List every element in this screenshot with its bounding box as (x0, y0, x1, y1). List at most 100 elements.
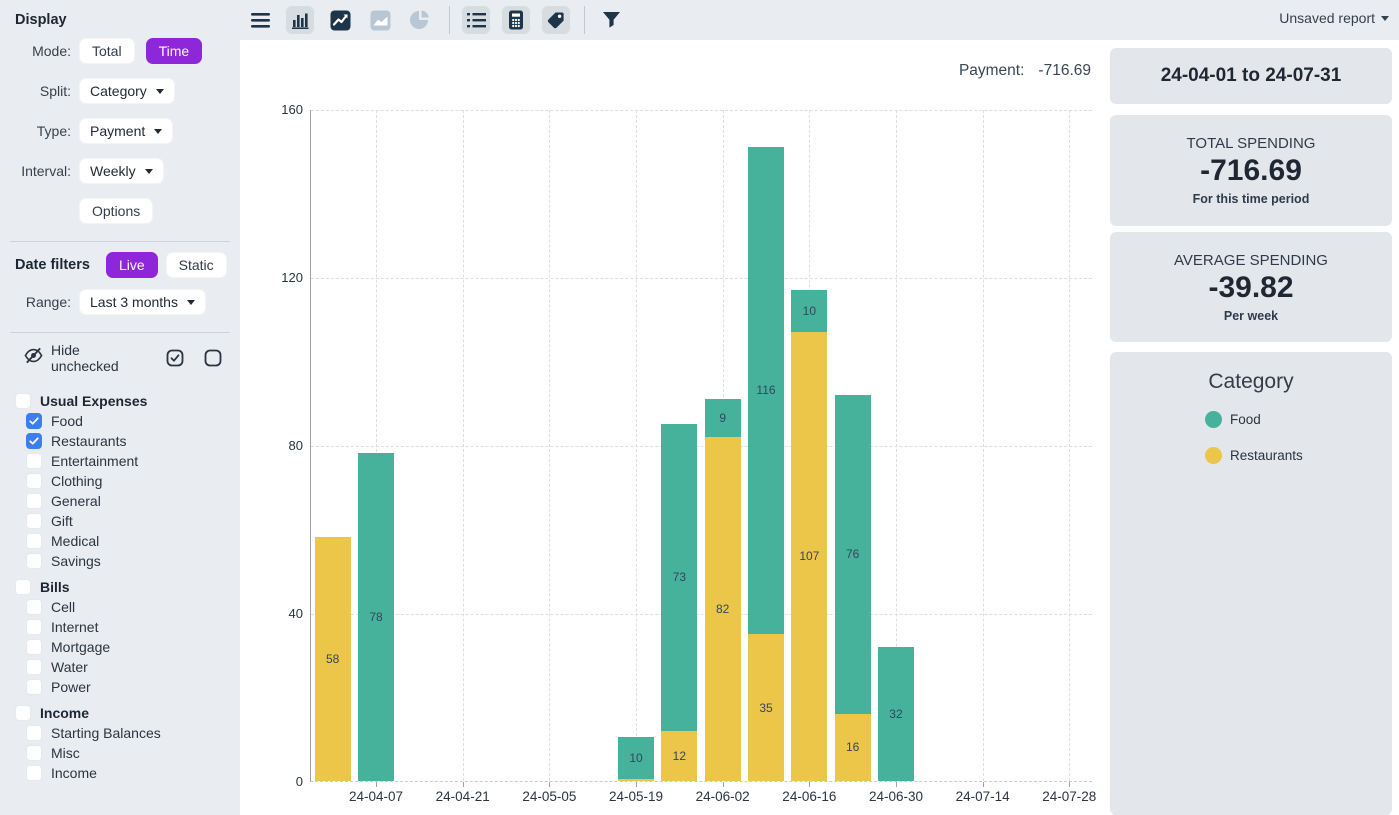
category-item-entertainment[interactable]: Entertainment (0, 451, 240, 471)
filter-button[interactable] (597, 6, 625, 34)
pie-chart-button[interactable] (406, 6, 434, 34)
bar-segment-food-24-06-09[interactable]: 116 (748, 146, 784, 634)
category-item-starting-balances[interactable]: Starting Balances (0, 723, 240, 743)
bar-chart-button[interactable] (286, 6, 314, 34)
divider (10, 332, 230, 333)
bar-segment-restaurants-24-05-26[interactable]: 12 (661, 730, 698, 781)
category-item-misc[interactable]: Misc (0, 743, 240, 763)
category-item-income[interactable]: Income (0, 763, 240, 783)
total-spending-value: -716.69 (1200, 154, 1302, 187)
category-item-gift[interactable]: Gift (0, 511, 240, 531)
checkbox-unchecked[interactable] (26, 553, 42, 569)
line-chart-button[interactable] (326, 6, 354, 34)
checkbox-unchecked[interactable] (26, 745, 42, 761)
interval-select[interactable]: Weekly (79, 158, 164, 184)
checkbox-unchecked[interactable] (26, 765, 42, 781)
checkbox-unchecked[interactable] (15, 579, 31, 595)
bar-segment-food-24-06-02[interactable]: 9 (704, 398, 741, 437)
main-panel: Payment: -716.69 0 40 80 120 160 24-04-07 24-04… (240, 40, 1399, 815)
mode-segment: Total Time (79, 38, 203, 64)
bar-segment-restaurants-24-06-09[interactable]: 35 (748, 634, 784, 781)
bar-segment-food-24-06-16[interactable]: 10 (791, 289, 828, 332)
x-axis-tick-label: 24-05-05 (522, 789, 577, 804)
checkbox-unchecked[interactable] (26, 679, 42, 695)
checkbox-unchecked[interactable] (26, 639, 42, 655)
bar-value-label: 76 (845, 547, 860, 562)
category-item-water[interactable]: Water (0, 657, 240, 677)
checkbox-checked[interactable] (26, 413, 42, 429)
checkbox-unchecked[interactable] (26, 513, 42, 529)
split-select[interactable]: Category (79, 78, 175, 104)
list-button[interactable] (462, 6, 490, 34)
category-item-food[interactable]: Food (0, 411, 240, 431)
live-button[interactable]: Live (105, 252, 158, 278)
checkbox-unchecked[interactable] (26, 473, 42, 489)
options-button[interactable]: Options (79, 198, 154, 224)
bar-value-label: 78 (369, 610, 383, 625)
bar-segment-food-24-05-19[interactable]: 10 (618, 737, 654, 780)
checkbox-unchecked[interactable] (26, 619, 42, 635)
bar-segment-food-24-05-26[interactable]: 73 (661, 424, 698, 731)
mode-time-button[interactable]: Time (145, 38, 203, 64)
type-select[interactable]: Payment (79, 118, 174, 144)
checkbox-unchecked[interactable] (26, 533, 42, 549)
bar-segment-restaurants-24-06-16[interactable]: 107 (791, 331, 828, 781)
bar-segment-restaurants-24-06-23[interactable]: 16 (834, 713, 871, 781)
static-button[interactable]: Static (165, 252, 227, 278)
category-group-usual-expenses[interactable]: Usual Expenses (0, 391, 240, 411)
checkbox-unchecked[interactable] (26, 493, 42, 509)
menu-icon[interactable] (246, 6, 274, 34)
checkbox-unchecked[interactable] (26, 725, 42, 741)
category-item-cell[interactable]: Cell (0, 597, 240, 617)
range-select-value: Last 3 months (90, 294, 178, 310)
checkbox-unchecked[interactable] (26, 453, 42, 469)
date-range-value: 24-04-01 to 24-07-31 (1160, 65, 1342, 86)
mode-label: Mode: (32, 43, 71, 59)
category-item-clothing[interactable]: Clothing (0, 471, 240, 491)
display-heading: Display (15, 12, 67, 28)
category-item-internet[interactable]: Internet (0, 617, 240, 637)
eye-slash-icon[interactable] (24, 346, 43, 370)
bar-segment-restaurants-24-05-19[interactable] (618, 779, 654, 781)
total-spending-card: TOTAL SPENDING -716.69 For this time per… (1110, 115, 1392, 226)
v-gridline (895, 110, 897, 781)
checkbox-unchecked[interactable] (26, 599, 42, 615)
category-item-general[interactable]: General (0, 491, 240, 511)
category-item-mortgage[interactable]: Mortgage (0, 637, 240, 657)
category-item-medical[interactable]: Medical (0, 531, 240, 551)
category-item-savings[interactable]: Savings (0, 551, 240, 571)
bar-segment-food-24-06-23[interactable]: 76 (834, 394, 871, 714)
bar-value-label: 58 (326, 652, 340, 667)
uncheck-all-button[interactable] (203, 348, 223, 368)
category-group-bills[interactable]: Bills (0, 577, 240, 597)
date-filters-heading: Date filters (15, 257, 90, 273)
category-label: Usual Expenses (40, 393, 148, 409)
bar-segment-food-24-04-07[interactable]: 78 (358, 453, 395, 781)
mode-total-button[interactable]: Total (79, 38, 135, 64)
range-select[interactable]: Last 3 months (79, 289, 206, 315)
checkbox-checked[interactable] (26, 433, 42, 449)
average-spending-card: AVERAGE SPENDING -39.82 Per week (1110, 232, 1392, 342)
report-menu[interactable]: Unsaved report (1279, 10, 1389, 26)
calculator-button[interactable] (502, 6, 530, 34)
category-item-power[interactable]: Power (0, 677, 240, 697)
checkbox-unchecked[interactable] (26, 659, 42, 675)
tag-button[interactable] (542, 6, 570, 34)
area-chart-button[interactable] (366, 6, 394, 34)
hide-unchecked-label: Hide unchecked (51, 342, 119, 374)
legend-item-label: Food (1230, 411, 1261, 427)
y-axis-tick-label: 120 (281, 270, 303, 285)
bar-segment-restaurants-24-06-02[interactable]: 82 (704, 436, 741, 781)
category-item-restaurants[interactable]: Restaurants (0, 431, 240, 451)
checkbox-unchecked[interactable] (15, 393, 31, 409)
bar-segment-food-24-06-30[interactable]: 32 (877, 646, 914, 781)
interval-label: Interval: (21, 163, 71, 179)
x-axis-tick (809, 782, 811, 787)
bar-segment-restaurants-24-03-31[interactable]: 58 (314, 537, 351, 781)
check-all-button[interactable] (165, 348, 185, 368)
category-tree: Usual Expenses Food Restaurants Entertainme… (0, 391, 240, 783)
category-group-income[interactable]: Income (0, 703, 240, 723)
category-label: Mortgage (51, 639, 111, 655)
checkbox-unchecked[interactable] (15, 705, 31, 721)
